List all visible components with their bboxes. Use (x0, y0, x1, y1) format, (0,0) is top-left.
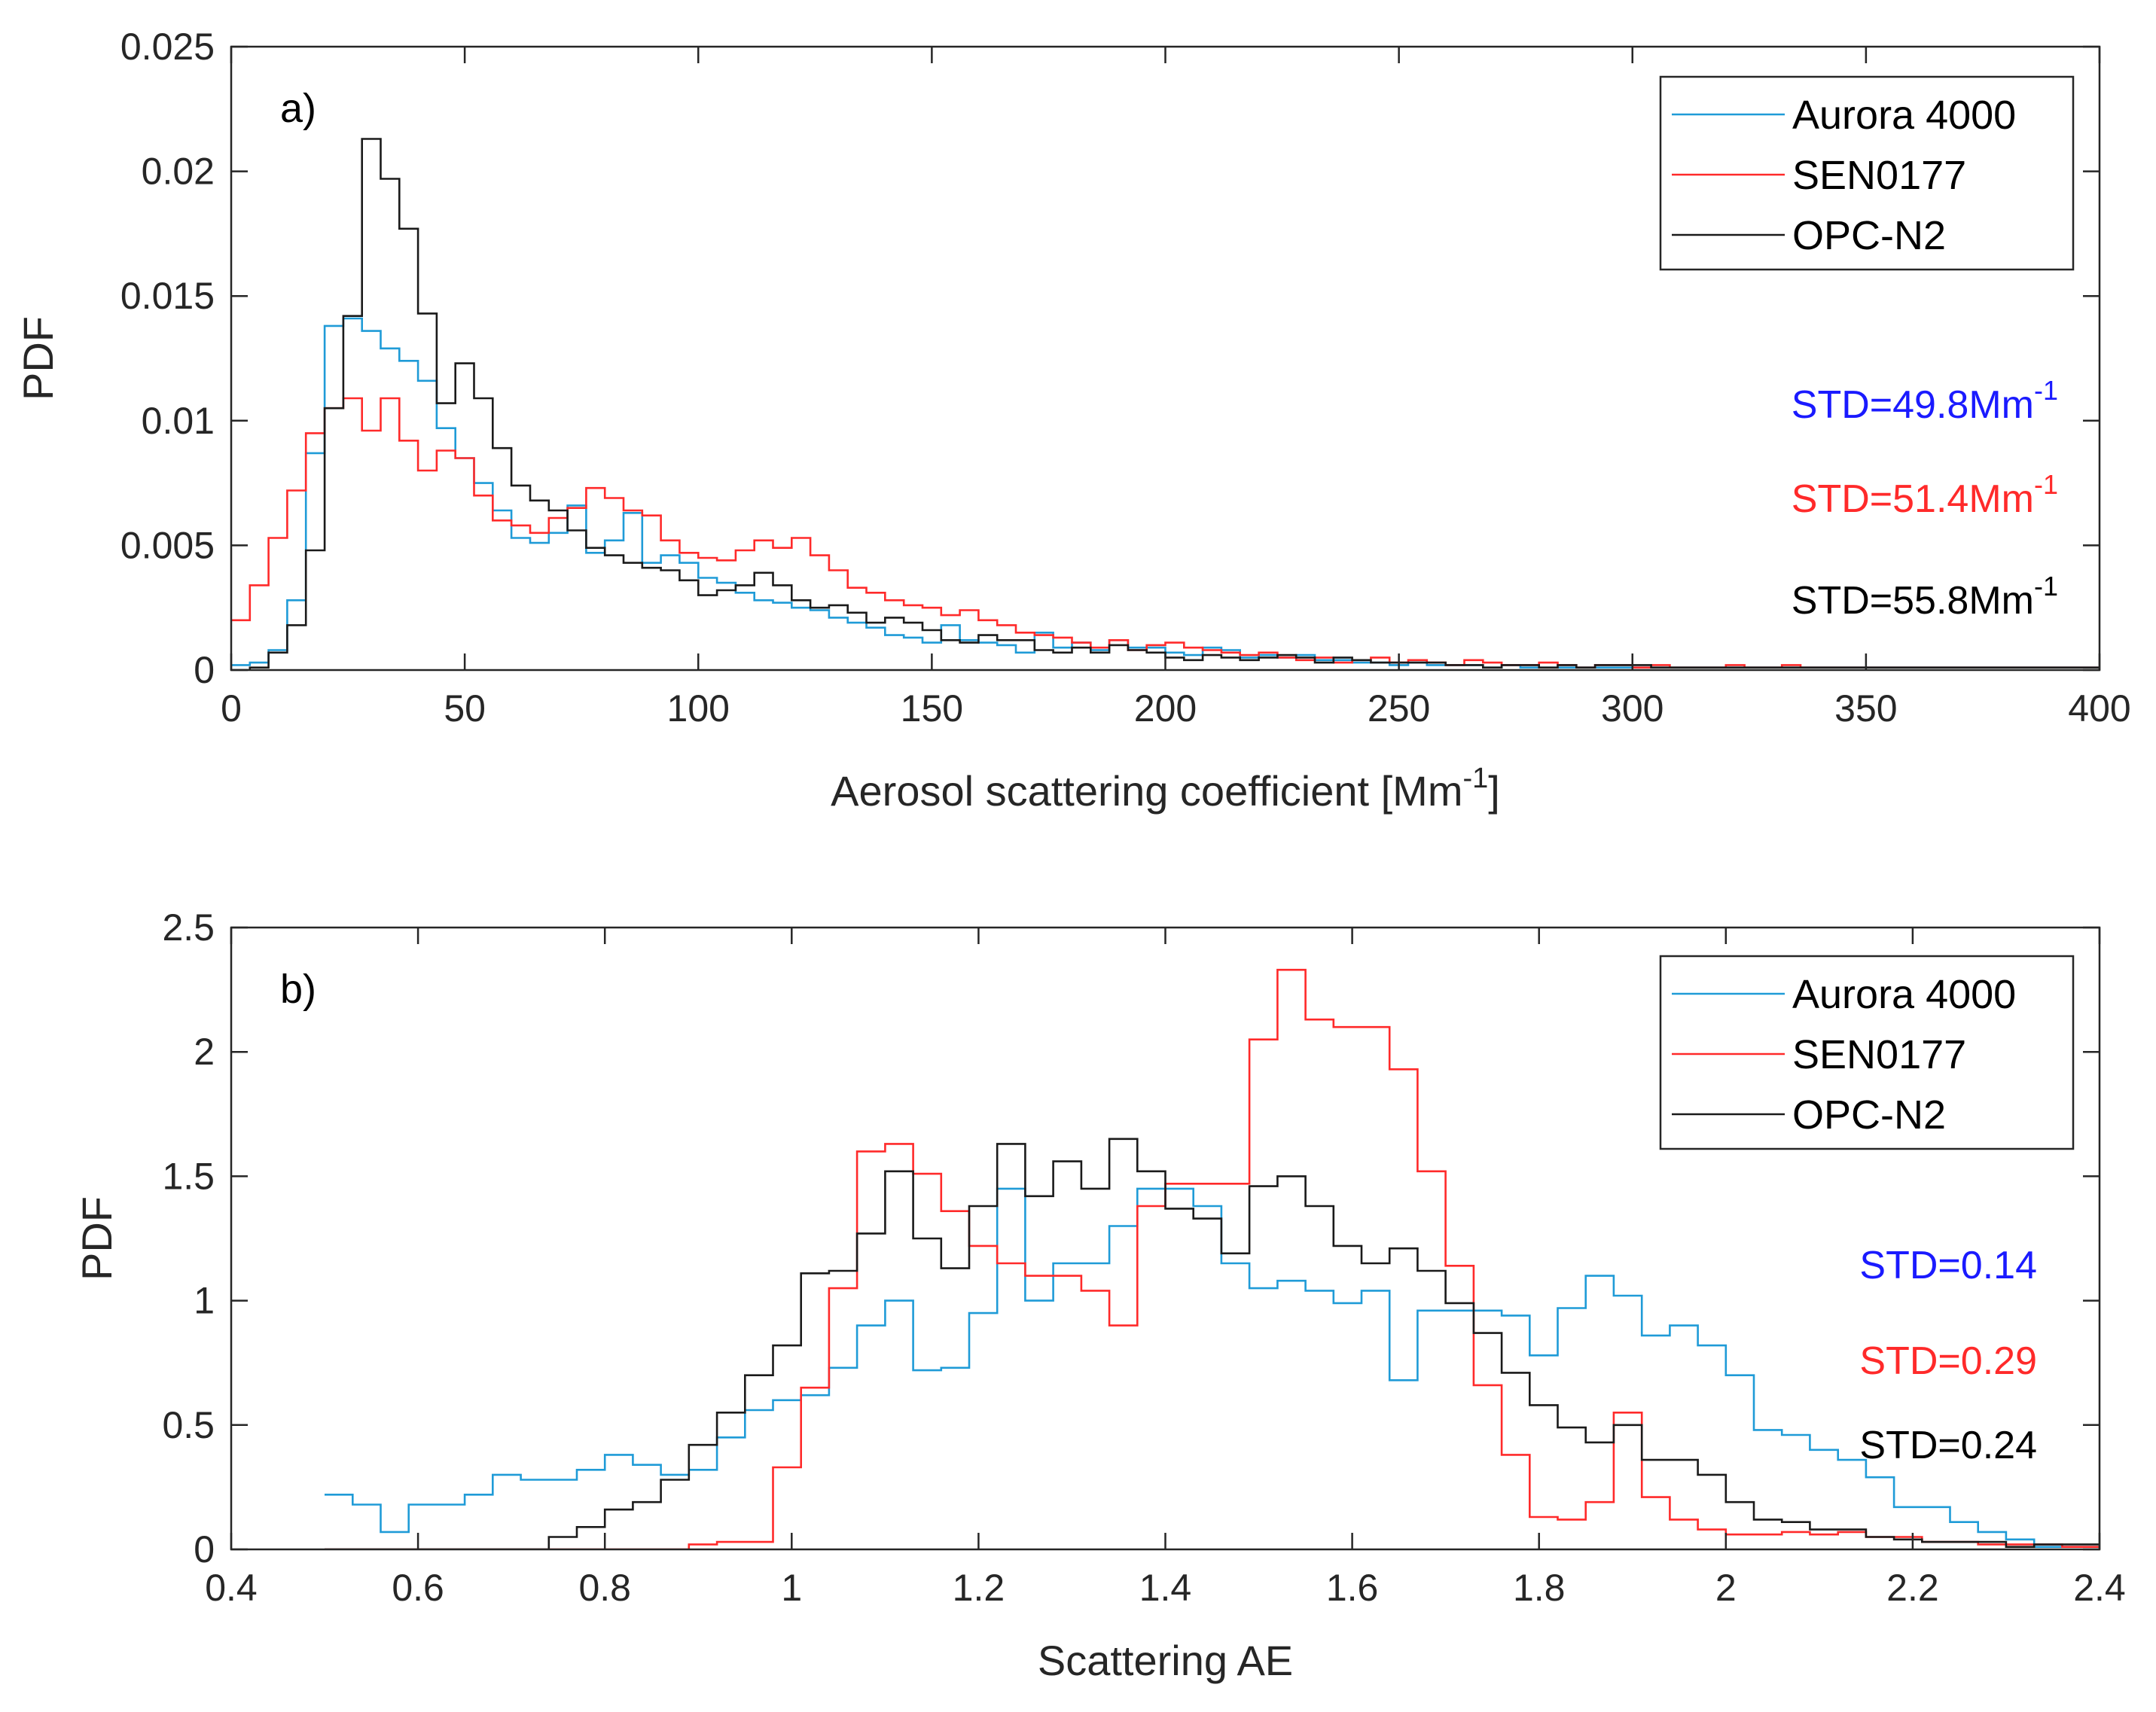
y-tick-label: 0.01 (142, 400, 215, 442)
panel-label: a) (280, 86, 316, 131)
legend-label: SEN0177 (1792, 1032, 1966, 1077)
x-tick-label: 100 (667, 687, 730, 730)
y-tick-label: 0.02 (142, 151, 215, 193)
y-tick-label: 0 (194, 1528, 215, 1570)
panel-b: 0.4 0.6 0.8 1 1.2 1.4 1.6 1.8 2 2.2 2.4 0 0.5 1 1.5 2 2.… (73, 906, 2126, 1684)
x-tick-label: 2.4 (2073, 1567, 2126, 1609)
y-tick-label: 1.5 (162, 1155, 215, 1197)
x-tick-label: 150 (901, 687, 963, 730)
x-tick-label: 2.2 (1886, 1567, 1939, 1609)
x-tick-label: 0.8 (578, 1567, 631, 1609)
x-tick-label: 250 (1368, 687, 1430, 730)
x-tick-label: 350 (1834, 687, 1897, 730)
x-tick-label: 200 (1134, 687, 1197, 730)
x-tick-label: 0.4 (205, 1567, 258, 1609)
legend-label: OPC-N2 (1792, 1092, 1946, 1138)
x-tick-label: 1.6 (1326, 1567, 1379, 1609)
panel-label: b) (280, 967, 316, 1012)
x-tick-label: 1.8 (1513, 1567, 1566, 1609)
legend-box (1659, 955, 2075, 1150)
x-tick-label: 1.4 (1139, 1567, 1192, 1609)
y-tick-label: 2 (194, 1031, 215, 1073)
legend-label: Aurora 4000 (1792, 93, 2016, 138)
x-axis-label: Scattering AE (1038, 1637, 1293, 1684)
std-annotation: STD=49.8Mm-1 (1792, 375, 2058, 427)
panel-a: 0 50 100 150 200 250 300 350 400 0 0.005 0.01 0.015 0… (14, 26, 2131, 815)
std-annotation: STD=0.24 (1859, 1424, 2037, 1467)
x-axis-label: Aerosol scattering coefficient [Mm-1] (831, 763, 1500, 815)
x-tick-label: 50 (444, 687, 486, 730)
series-line-aurora-4000 (325, 1187, 2100, 1548)
std-annotation: STD=51.4Mm-1 (1792, 469, 2058, 521)
legend-box (1659, 75, 2075, 271)
legend: Aurora 4000 SEN0177 OPC-N2 (1659, 955, 2075, 1150)
y-tick-label: 1 (194, 1280, 215, 1322)
x-tick-label: 300 (1601, 687, 1664, 730)
x-tick-label: 0.6 (392, 1567, 444, 1609)
x-tick-label: 1 (781, 1567, 802, 1609)
y-tick-label: 0.5 (162, 1404, 215, 1446)
std-annotation: STD=0.29 (1859, 1339, 2037, 1383)
y-axis-label: PDF (14, 316, 62, 401)
x-tick-label: 2 (1715, 1567, 1737, 1609)
std-annotation: STD=55.8Mm-1 (1792, 571, 2058, 623)
legend-label: SEN0177 (1792, 153, 1966, 198)
x-tick-label: 1.2 (953, 1567, 1005, 1609)
legend-label: Aurora 4000 (1792, 972, 2016, 1017)
x-tick-label: 0 (221, 687, 242, 730)
y-tick-label: 0.015 (120, 275, 215, 317)
y-tick-label: 0.025 (120, 26, 215, 68)
y-axis-label: PDF (73, 1196, 120, 1281)
series-line-opc-n2 (231, 138, 2100, 670)
series-line-opc-n2 (325, 1138, 2100, 1549)
y-tick-label: 0 (194, 649, 215, 691)
legend: Aurora 4000 SEN0177 OPC-N2 (1659, 75, 2075, 271)
y-tick-label: 0.005 (120, 524, 215, 566)
x-tick-label: 400 (2068, 687, 2130, 730)
y-tick-label: 2.5 (162, 906, 215, 949)
std-annotation: STD=0.14 (1859, 1244, 2037, 1287)
legend-label: OPC-N2 (1792, 213, 1946, 258)
